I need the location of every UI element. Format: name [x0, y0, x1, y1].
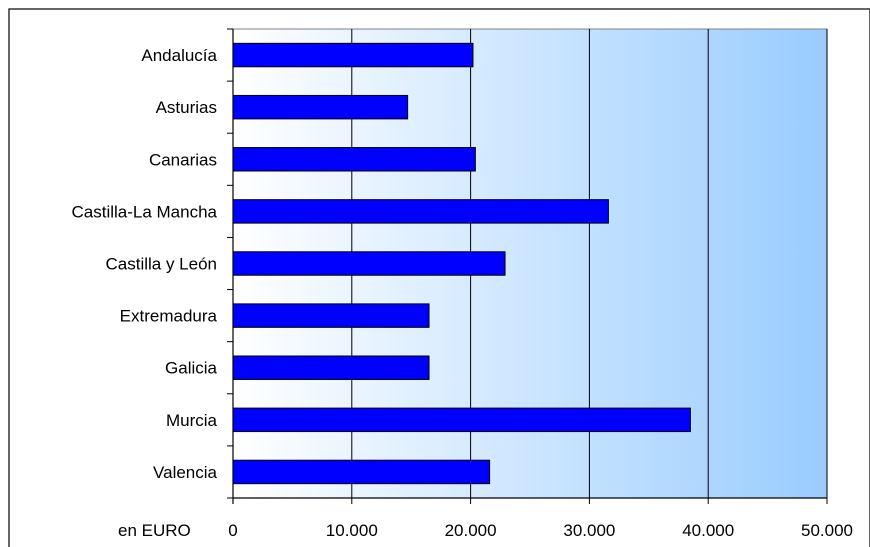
category-label: Castilla-La Mancha: [71, 202, 217, 221]
x-tick-label: 0: [228, 521, 237, 540]
category-label: Extremadura: [120, 307, 218, 326]
category-label: Asturias: [156, 98, 217, 117]
category-label: Murcia: [166, 411, 218, 430]
bar: [232, 459, 491, 485]
bars: [232, 42, 691, 485]
bar: [232, 199, 609, 224]
bar: [232, 251, 506, 276]
category-label: Valencia: [153, 463, 217, 482]
x-tick-label: 10.000: [326, 521, 378, 540]
category-label: Canarias: [149, 150, 217, 169]
category-labels: Andalucía Asturias Canarias Castilla-La Man…: [71, 46, 217, 482]
bar: [232, 407, 691, 433]
bar: [232, 355, 430, 380]
bar: [232, 42, 474, 68]
x-axis-title: en EURO: [118, 521, 191, 540]
category-label: Castilla y León: [105, 255, 217, 274]
x-tick-label: 40.000: [682, 521, 734, 540]
bar: [232, 303, 430, 328]
x-tick-label: 20.000: [445, 521, 497, 540]
x-tick-label: 50.000: [801, 521, 853, 540]
x-tick-label: 30.000: [563, 521, 615, 540]
category-label: Galicia: [165, 359, 218, 378]
x-tick-labels: 0 10.000 20.000 30.000 40.000 50.000: [228, 521, 853, 540]
category-label: Andalucía: [141, 46, 217, 65]
bar: [232, 147, 476, 172]
bar: [232, 94, 409, 120]
